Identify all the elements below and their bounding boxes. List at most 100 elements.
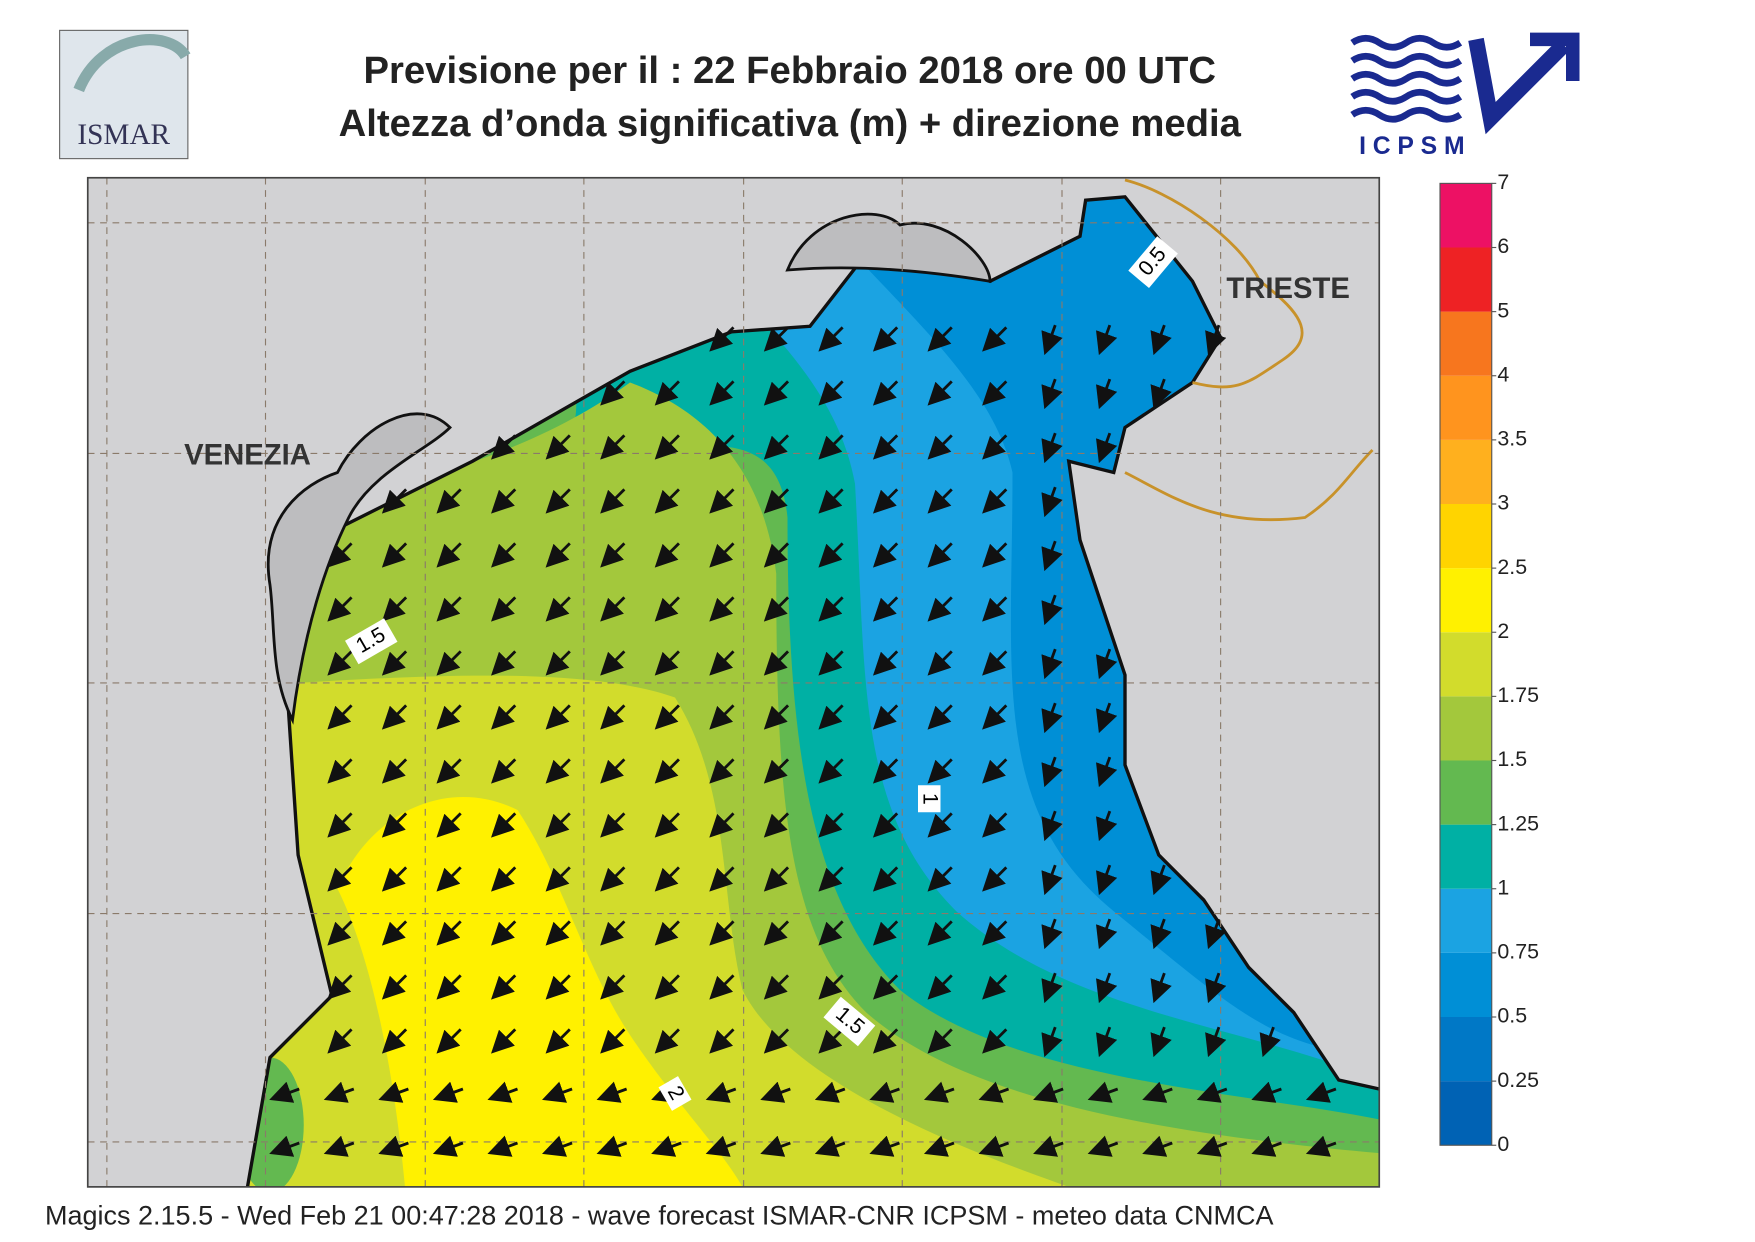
arrow [596,1081,628,1103]
arrow [1259,1026,1281,1058]
arrow [1096,648,1118,680]
arrow [654,920,680,946]
arrow [872,812,899,838]
arrow [545,596,571,622]
arrow [818,812,844,838]
arrow [545,434,571,460]
arrow [1041,918,1063,950]
colorbar-label: 4 [1497,362,1509,386]
arrow [545,920,571,946]
arrow [709,758,735,784]
arrow [378,1081,409,1103]
arrow [1096,378,1118,410]
arrow [872,866,899,892]
arrow [491,974,517,1000]
colorbar-segment [1440,504,1492,569]
arrow [872,542,899,568]
arrow [982,704,1008,730]
map-frame [86,176,1381,1188]
arrow [654,380,680,406]
arrow [600,974,626,1000]
arrow [600,542,626,568]
arrow [654,596,680,622]
arrow [763,380,790,406]
arrow [872,758,899,784]
arrow [600,704,626,730]
arrow [1041,1026,1063,1058]
arrow [982,380,1008,406]
colorbar-segment [1440,1081,1492,1146]
arrow [818,326,844,352]
arrow [491,488,517,514]
arrow [709,704,735,730]
colorbar-label: 6 [1497,234,1509,258]
arrow [927,866,953,892]
arrow [1205,324,1227,356]
arrow [436,812,462,838]
arrow [545,812,571,838]
arrow [1096,864,1118,896]
arrow [818,650,844,676]
colorbar-segment [1440,247,1492,312]
arrow [381,1028,408,1054]
arrow [872,920,899,946]
arrow [818,866,844,892]
arrow [982,650,1008,676]
colorbar-segment [1440,824,1492,889]
arrow [1096,972,1118,1004]
arrow [545,866,571,892]
arrow [381,812,408,838]
arrow [1041,540,1063,572]
colorbar: 0 0.25 0.5 0.75 1 1.25 1.5 1.75 2 2.5 3 3.5 4 5 6 7 [1439,170,1539,1156]
arrow [491,1028,517,1054]
arrow [709,812,735,838]
arrow [872,650,899,676]
direction-arrows [269,324,1337,1157]
arrow [763,596,790,622]
place-label: VENEZIA [184,439,311,471]
arrow [600,650,626,676]
arrow [709,434,735,460]
arrow [818,704,844,730]
arrow [491,596,517,622]
arrow [491,542,517,568]
arrow [491,866,517,892]
colorbar-label: 7 [1497,170,1509,194]
colorbar-segment [1440,568,1492,633]
arrow [654,650,680,676]
arrow [436,488,462,514]
arrow [763,1028,790,1054]
arrow [654,704,680,730]
arrow [654,542,680,568]
arrow [600,920,626,946]
arrow [327,596,353,622]
arrow [982,326,1008,352]
arrow [927,650,953,676]
arrow [327,866,353,892]
title-line-2: Altezza d’onda significativa (m) + direz… [339,102,1242,145]
arrow [1205,918,1227,950]
arrow [709,920,735,946]
arrow [654,1028,680,1054]
colorbar-label: 1.75 [1497,683,1539,707]
arrow [1087,1135,1119,1157]
arrow [269,1135,300,1157]
arrow [927,812,953,838]
arrow [600,1028,626,1054]
icpsm-label: ICPSM [1359,133,1471,160]
arrow [818,974,844,1000]
arrow [818,542,844,568]
arrow [814,1135,846,1157]
arrow [1041,432,1063,464]
arrow [1305,1135,1337,1157]
arrow [760,1081,791,1103]
colorbar-segment [1440,311,1492,376]
arrow [709,542,735,568]
ismar-logo [59,29,189,160]
arrow [872,380,899,406]
colorbar-label: 0.5 [1497,1004,1527,1028]
arrow [982,1028,1008,1054]
arrow [1150,324,1172,356]
arrow [927,596,953,622]
